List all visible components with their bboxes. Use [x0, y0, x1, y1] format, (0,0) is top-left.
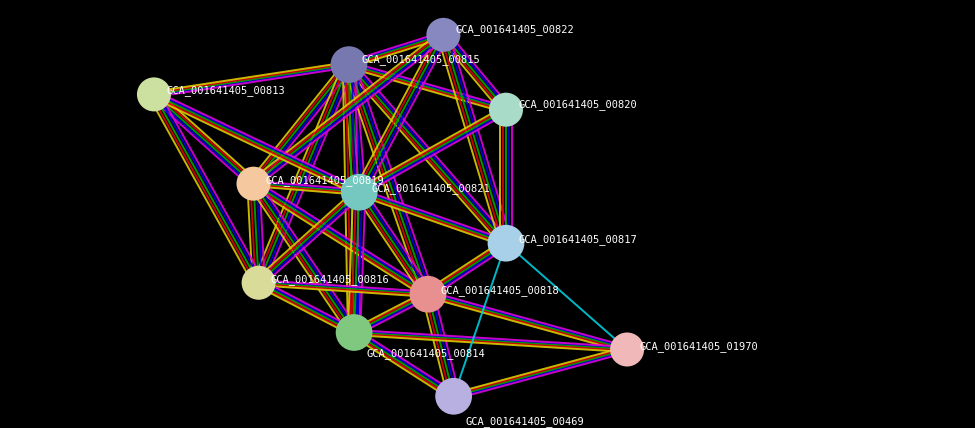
Text: GCA_001641405_00818: GCA_001641405_00818: [441, 285, 559, 296]
Text: GCA_001641405_00815: GCA_001641405_00815: [362, 54, 480, 65]
Point: [436, 31, 451, 38]
Text: GCA_001641405_00819: GCA_001641405_00819: [266, 175, 384, 186]
Text: GCA_001641405_01970: GCA_001641405_01970: [640, 341, 759, 351]
Point: [346, 329, 362, 336]
Point: [351, 189, 367, 196]
Point: [446, 393, 461, 400]
Text: GCA_001641405_00814: GCA_001641405_00814: [367, 348, 486, 359]
Point: [498, 106, 514, 113]
Text: GCA_001641405_00817: GCA_001641405_00817: [519, 235, 637, 245]
Text: GCA_001641405_00822: GCA_001641405_00822: [455, 24, 574, 35]
Text: GCA_001641405_00816: GCA_001641405_00816: [271, 274, 390, 285]
Point: [146, 91, 162, 98]
Text: GCA_001641405_00821: GCA_001641405_00821: [371, 183, 490, 194]
Point: [619, 346, 635, 353]
Point: [341, 61, 357, 68]
Point: [420, 291, 436, 297]
Point: [251, 279, 266, 286]
Text: GCA_001641405_00469: GCA_001641405_00469: [466, 416, 585, 427]
Text: GCA_001641405_00820: GCA_001641405_00820: [519, 99, 637, 110]
Point: [246, 180, 261, 187]
Text: GCA_001641405_00813: GCA_001641405_00813: [167, 86, 285, 96]
Point: [498, 240, 514, 247]
